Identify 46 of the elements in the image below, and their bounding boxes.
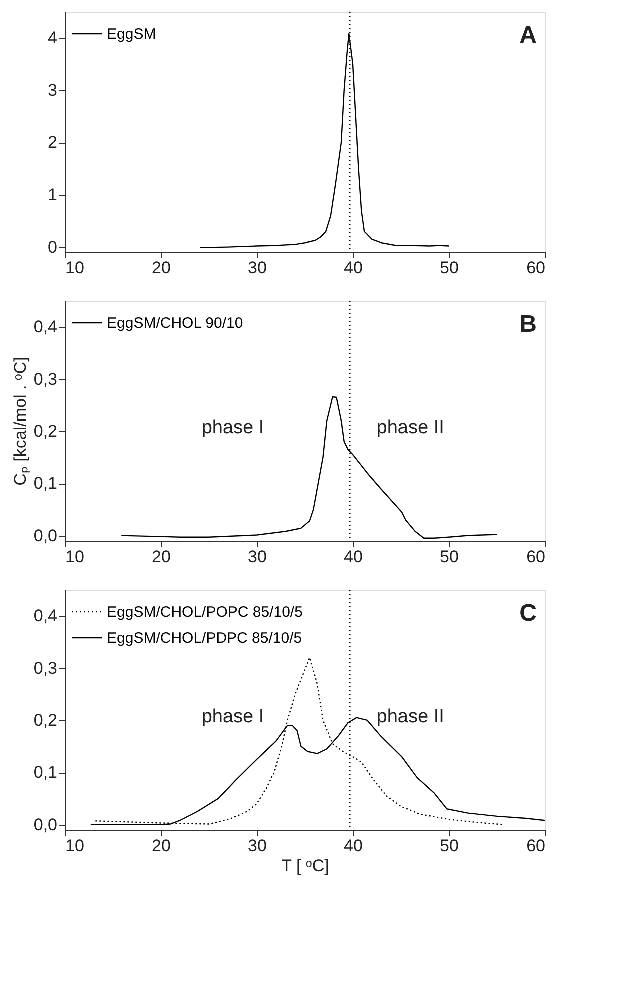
y-tick-label: 0,0 bbox=[34, 526, 58, 546]
x-tick-label: 40 bbox=[344, 836, 363, 856]
legend-label: EggSM bbox=[107, 26, 156, 43]
x-tick-label: 30 bbox=[248, 258, 267, 278]
y-tick-label: 2 bbox=[48, 133, 58, 152]
x-axis-title: T [ ᵒC] bbox=[282, 856, 330, 876]
y-tick-label: 0,1 bbox=[34, 763, 58, 782]
x-tick-label: 60 bbox=[526, 258, 546, 278]
y-tick-label: 0,2 bbox=[34, 710, 58, 730]
x-tick-label: 20 bbox=[152, 258, 171, 278]
legend-label: EggSM/CHOL 90/10 bbox=[107, 315, 244, 332]
x-tick-label: 10 bbox=[66, 836, 84, 856]
y-tick-label: 0,1 bbox=[34, 474, 58, 494]
y-tick-label: 0 bbox=[48, 238, 58, 257]
legend-label: EggSM/CHOL/POPC 85/10/5 bbox=[107, 604, 303, 621]
x-tick-label: 30 bbox=[248, 836, 267, 856]
x-tick-label: 40 bbox=[344, 548, 363, 566]
y-tick-label: 0,4 bbox=[34, 606, 58, 626]
annotation: phase I bbox=[202, 418, 264, 439]
y-tick-label: 3 bbox=[48, 80, 58, 100]
y-axis-title: Cₚ [kcal/mol . ᵒC] bbox=[10, 357, 31, 486]
x-tick-label: 50 bbox=[440, 548, 459, 566]
x-tick-label: 50 bbox=[440, 258, 459, 278]
x-tick-label: 20 bbox=[152, 548, 171, 566]
y-tick-label: 0,4 bbox=[34, 318, 58, 337]
annotation: C bbox=[520, 600, 537, 627]
y-tick-label: 4 bbox=[48, 28, 58, 48]
annotation: phase II bbox=[376, 418, 444, 439]
y-tick-label: 0,3 bbox=[34, 658, 58, 678]
y-tick-label: 1 bbox=[48, 186, 58, 205]
x-tick-label: 40 bbox=[344, 258, 363, 278]
annotation: phase I bbox=[202, 706, 264, 728]
x-tick-label: 30 bbox=[248, 548, 267, 566]
x-tick-label: 10 bbox=[66, 548, 84, 566]
x-tick-label: 50 bbox=[440, 836, 459, 856]
x-tick-label: 10 bbox=[66, 258, 84, 278]
y-tick-label: 0,2 bbox=[34, 422, 58, 441]
legend-label: EggSM/CHOL/PDPC 85/10/5 bbox=[107, 630, 302, 647]
annotation: A bbox=[520, 22, 537, 49]
x-tick-label: 60 bbox=[526, 836, 546, 856]
y-tick-label: 0,0 bbox=[34, 815, 58, 834]
y-tick-label: 0,3 bbox=[34, 370, 58, 389]
annotation: phase II bbox=[376, 706, 444, 728]
x-tick-label: 20 bbox=[152, 836, 171, 856]
x-tick-label: 60 bbox=[526, 548, 546, 566]
annotation: B bbox=[520, 311, 537, 338]
